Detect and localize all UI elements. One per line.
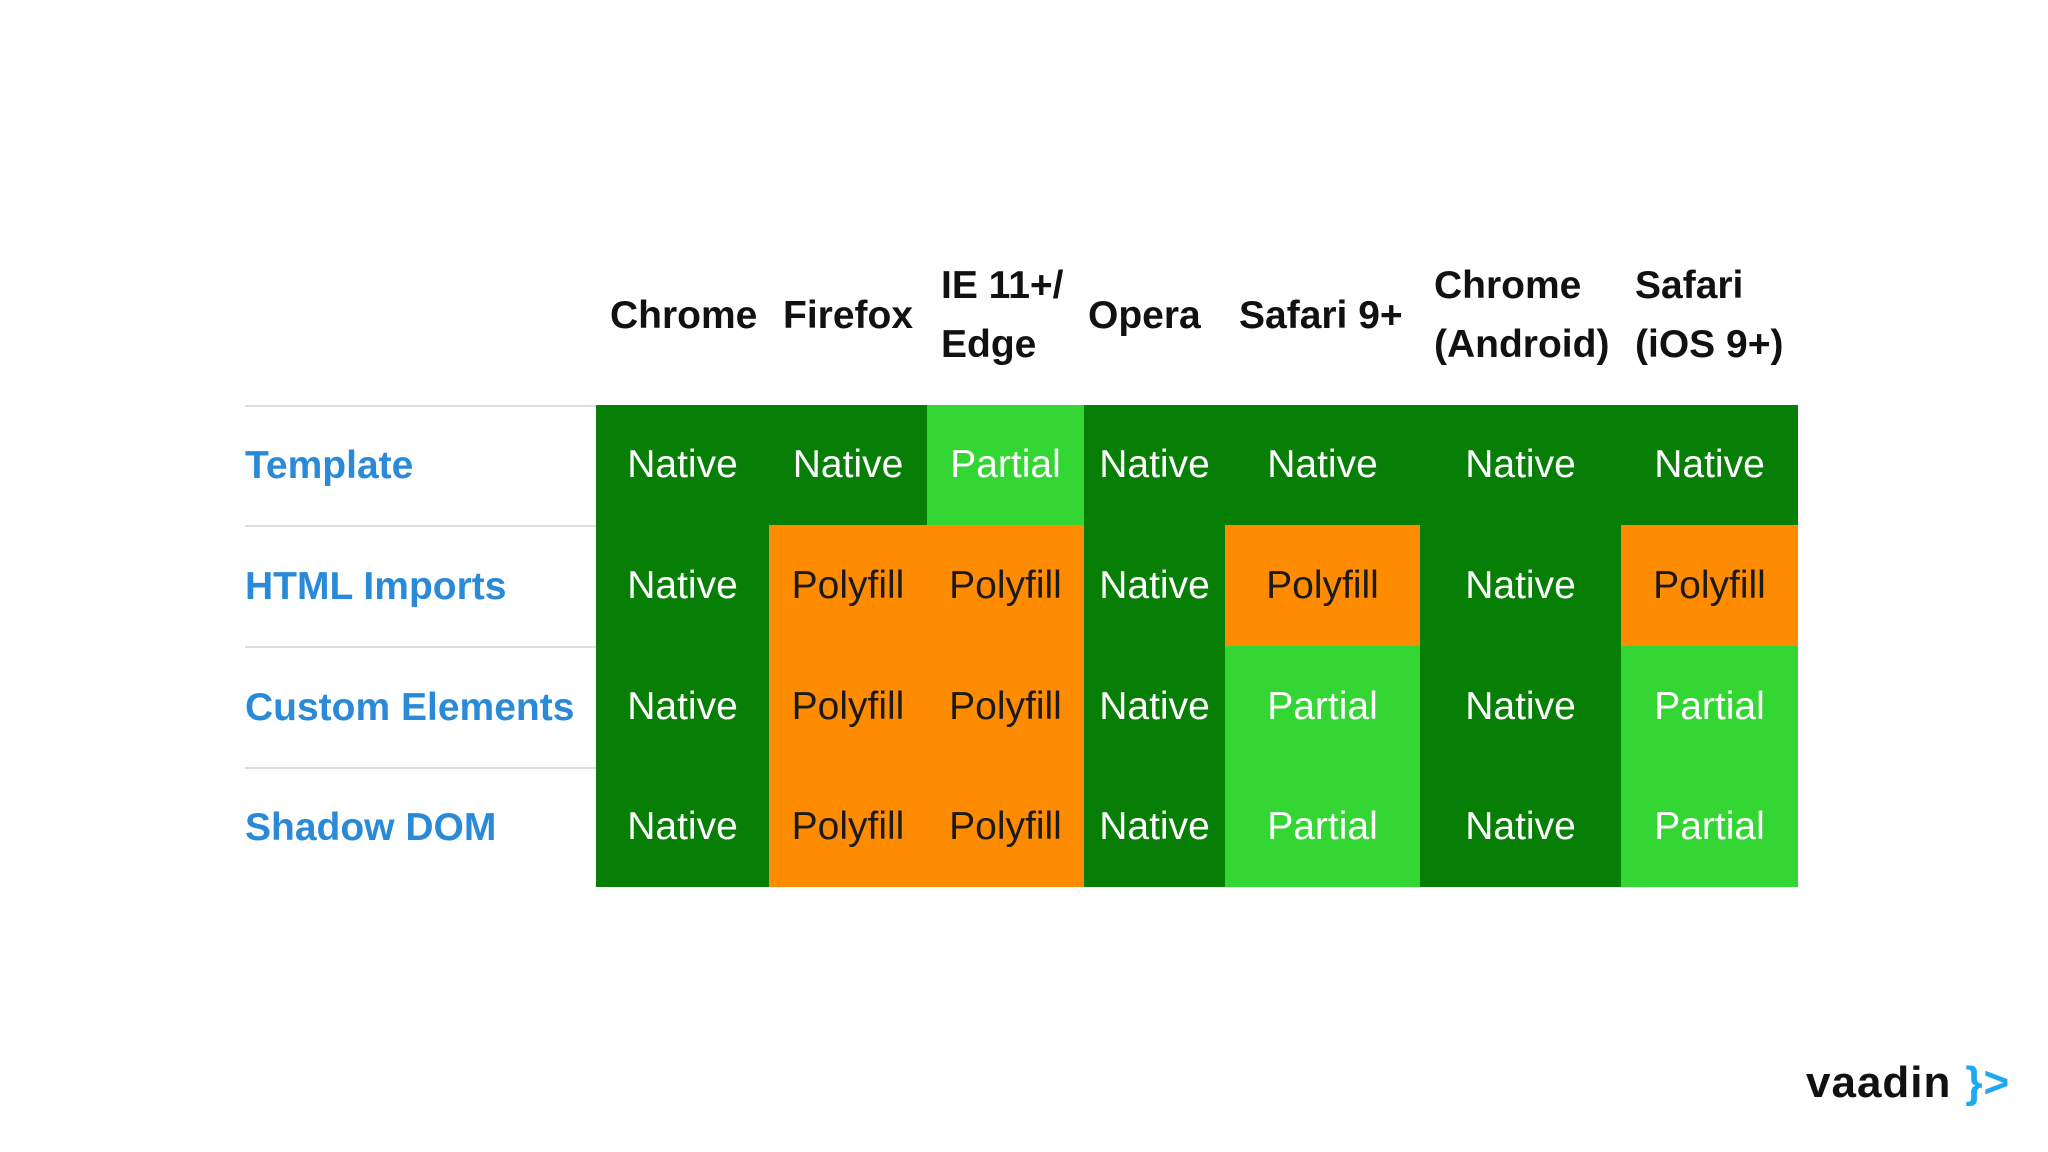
status-cell: Native [1420, 767, 1621, 887]
row-label: Shadow DOM [245, 767, 596, 887]
logo-text: vaadin [1806, 1058, 1952, 1107]
column-header: Safari 9+ [1239, 293, 1403, 337]
row-label: Custom Elements [245, 646, 596, 767]
status-cell: Native [1420, 525, 1621, 646]
status-cell: Partial [1621, 646, 1798, 767]
status-cell: Polyfill [927, 646, 1084, 767]
status-cell: Polyfill [769, 767, 927, 887]
logo-mark: }> [1965, 1058, 2011, 1107]
status-cell: Polyfill [769, 646, 927, 767]
logo: vaadin }> [1806, 1058, 2010, 1108]
status-cell: Native [1420, 405, 1621, 525]
status-cell: Polyfill [927, 525, 1084, 646]
status-cell: Partial [1225, 646, 1420, 767]
status-cell: Polyfill [1225, 525, 1420, 646]
status-cell: Native [1084, 646, 1225, 767]
column-header: Chrome [610, 293, 758, 337]
status-cell: Native [596, 525, 769, 646]
status-cell: Native [596, 405, 769, 525]
status-cell: Native [596, 646, 769, 767]
status-cell: Native [1084, 405, 1225, 525]
column-header: Safari (iOS 9+) [1635, 264, 1784, 366]
status-cell: Native [1084, 525, 1225, 646]
status-cell: Polyfill [927, 767, 1084, 887]
column-header: Opera [1088, 293, 1201, 337]
row-label: Template [245, 405, 596, 525]
status-cell: Native [1420, 646, 1621, 767]
status-cell: Native [1621, 405, 1798, 525]
column-header: IE 11+/ Edge [941, 264, 1064, 366]
status-cell: Native [769, 405, 927, 525]
status-cell: Native [1225, 405, 1420, 525]
column-header: Firefox [783, 293, 914, 337]
column-header: Chrome (Android) [1434, 264, 1610, 366]
status-cell: Native [1084, 767, 1225, 887]
status-cell: Polyfill [1621, 525, 1798, 646]
status-cell: Partial [1225, 767, 1420, 887]
status-cell: Native [596, 767, 769, 887]
status-cell: Partial [1621, 767, 1798, 887]
row-label: HTML Imports [245, 525, 596, 646]
status-cell: Polyfill [769, 525, 927, 646]
status-cell: Partial [927, 405, 1084, 525]
